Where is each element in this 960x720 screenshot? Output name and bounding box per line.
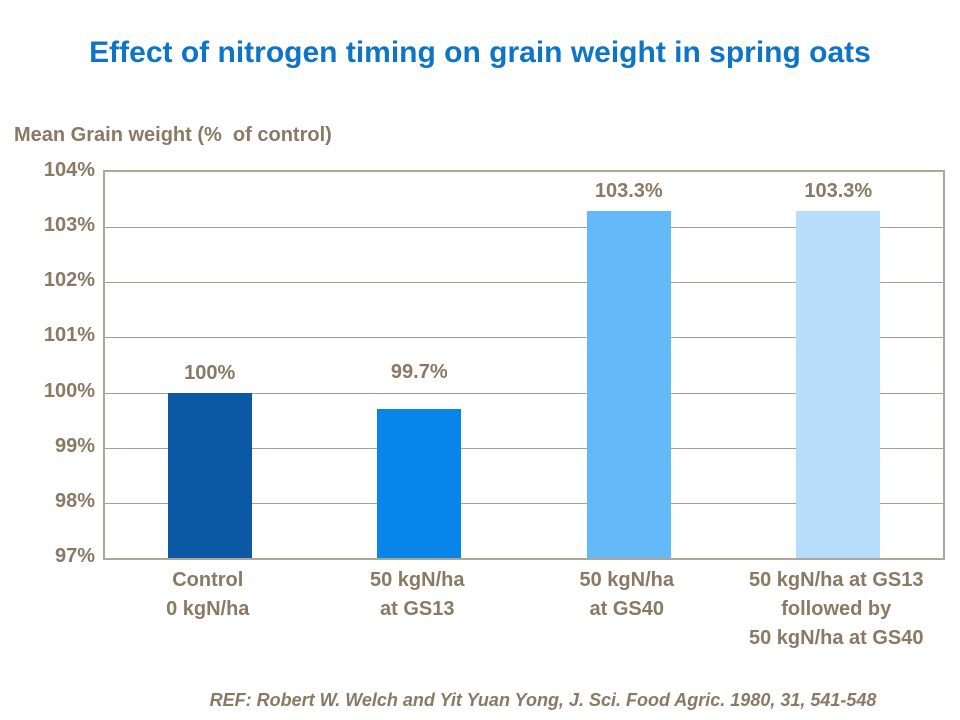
- y-tick-label: 98%: [54, 489, 95, 512]
- y-axis-ticks: 104% 103% 102% 101% 100% 99% 98% 97%: [0, 159, 95, 567]
- x-category-label: 50 kgN/ha at GS13: [370, 569, 465, 620]
- y-tick-label: 104%: [43, 159, 95, 181]
- chart-title: Effect of nitrogen timing on grain weigh…: [89, 36, 871, 69]
- y-tick-label: 97%: [54, 545, 95, 567]
- y-tick-label: 100%: [43, 379, 95, 402]
- x-category-label: 50 kgN/ha at GS13 followed by 50 kgN/ha …: [748, 569, 924, 649]
- y-tick-label: 103%: [43, 214, 95, 237]
- y-tick-label: 99%: [54, 434, 95, 457]
- y-tick-label: 101%: [43, 324, 95, 347]
- y-axis-title: Mean Grain weight (% of control): [14, 124, 332, 146]
- gridline: [105, 447, 943, 449]
- bar-1: [167, 392, 252, 558]
- gridline: [105, 392, 943, 394]
- bar-value-label: 103.3%: [804, 179, 873, 202]
- gridline: [105, 502, 943, 504]
- y-tick-label: 102%: [43, 269, 95, 292]
- gridline: [105, 282, 943, 284]
- bar-3: [586, 210, 671, 558]
- bar-2: [377, 409, 462, 558]
- x-category-label: 50 kgN/ha at GS40: [579, 569, 674, 620]
- bar-value-label: 100%: [184, 361, 236, 384]
- bar-value-label: 99.7%: [390, 361, 448, 384]
- x-axis-labels: Control 0 kgN/ha 50 kgN/ha at GS13 50 kgN/…: [103, 566, 941, 666]
- bar-value-label: 103.3%: [594, 179, 663, 202]
- gridline: [105, 337, 943, 339]
- reference-citation: REF: Robert W. Welch and Yit Yuan Yong, …: [209, 690, 877, 710]
- bar-4: [796, 210, 881, 558]
- plot-area: 100% 99.7% 103.3% 103.3%: [103, 170, 945, 560]
- gridline: [105, 227, 943, 229]
- x-category-label: Control 0 kgN/ha: [166, 569, 250, 620]
